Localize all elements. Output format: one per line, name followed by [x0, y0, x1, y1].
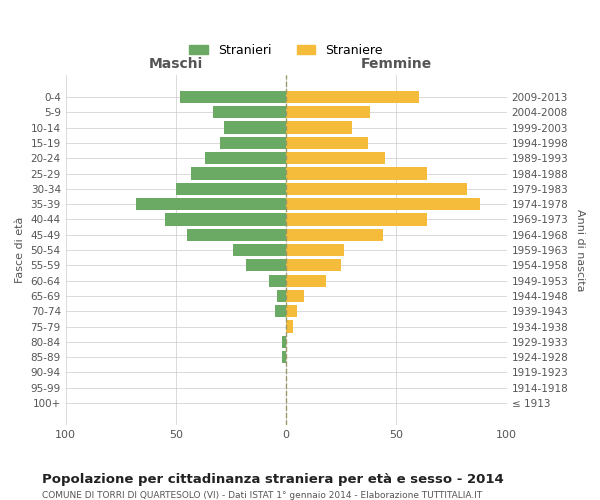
Bar [286, 259, 341, 272]
Bar [275, 305, 286, 318]
Text: Femmine: Femmine [361, 58, 432, 71]
Bar [286, 152, 385, 164]
Bar [286, 198, 480, 210]
Bar [181, 91, 286, 103]
Bar [187, 228, 286, 241]
Bar [136, 198, 286, 210]
Bar [205, 152, 286, 164]
Bar [165, 214, 286, 226]
Bar [286, 168, 427, 179]
Bar [286, 122, 352, 134]
Bar [286, 244, 344, 256]
Bar [282, 336, 286, 348]
Bar [286, 137, 368, 149]
Y-axis label: Fasce di età: Fasce di età [15, 217, 25, 283]
Bar [286, 214, 427, 226]
Bar [233, 244, 286, 256]
Bar [286, 320, 293, 332]
Bar [286, 274, 326, 287]
Bar [286, 305, 297, 318]
Bar [220, 137, 286, 149]
Text: Popolazione per cittadinanza straniera per età e sesso - 2014: Popolazione per cittadinanza straniera p… [42, 472, 504, 486]
Text: COMUNE DI TORRI DI QUARTESOLO (VI) - Dati ISTAT 1° gennaio 2014 - Elaborazione T: COMUNE DI TORRI DI QUARTESOLO (VI) - Dat… [42, 491, 482, 500]
Bar [269, 274, 286, 287]
Bar [176, 182, 286, 195]
Bar [282, 351, 286, 364]
Y-axis label: Anni di nascita: Anni di nascita [575, 209, 585, 292]
Bar [224, 122, 286, 134]
Text: Maschi: Maschi [149, 58, 203, 71]
Bar [286, 106, 370, 118]
Bar [191, 168, 286, 179]
Bar [247, 259, 286, 272]
Bar [286, 182, 467, 195]
Bar [286, 228, 383, 241]
Legend: Stranieri, Straniere: Stranieri, Straniere [184, 39, 388, 62]
Bar [286, 91, 419, 103]
Bar [286, 290, 304, 302]
Bar [277, 290, 286, 302]
Bar [214, 106, 286, 118]
